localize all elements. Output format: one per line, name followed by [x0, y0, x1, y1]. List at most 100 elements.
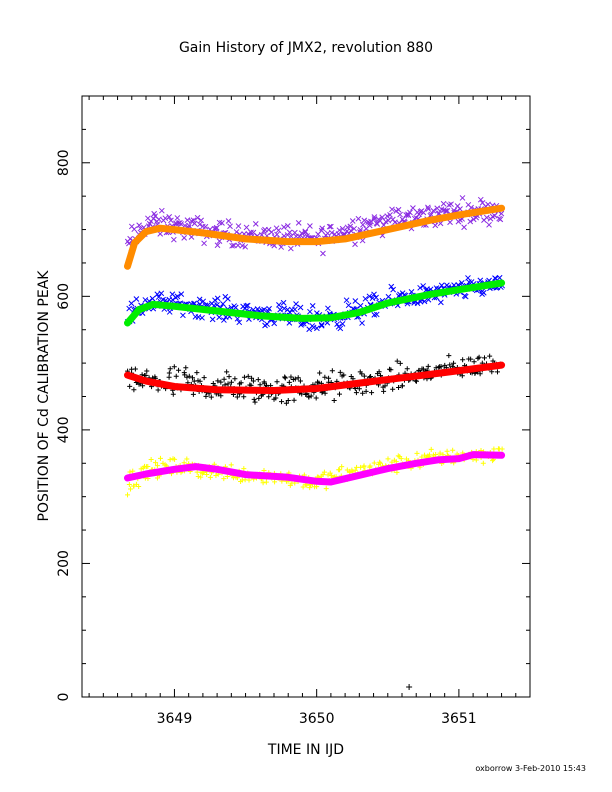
data-point	[137, 225, 144, 232]
data-point	[432, 222, 439, 229]
data-point	[421, 298, 428, 305]
data-point	[425, 204, 431, 211]
data-point	[369, 390, 375, 396]
data-point	[130, 468, 136, 474]
data-point	[359, 320, 365, 326]
data-point	[281, 305, 288, 312]
data-point	[487, 353, 493, 359]
data-point	[321, 469, 327, 475]
data-point	[366, 293, 373, 300]
data-point	[326, 375, 332, 381]
data-point	[216, 238, 223, 245]
data-point	[462, 293, 469, 300]
data-point	[318, 321, 325, 328]
data-point	[387, 212, 393, 218]
data-point	[308, 393, 314, 399]
data-point	[167, 366, 173, 372]
scatter-series	[125, 353, 504, 406]
data-point	[241, 374, 247, 380]
data-point	[190, 391, 196, 397]
data-point	[220, 301, 226, 307]
data-point	[397, 211, 403, 218]
data-point	[200, 298, 207, 305]
data-point	[467, 218, 474, 225]
data-point	[221, 476, 227, 482]
data-point	[438, 364, 444, 370]
data-point	[367, 463, 373, 469]
data-point	[131, 483, 137, 489]
data-point	[136, 483, 142, 489]
data-point	[181, 235, 188, 241]
data-point	[475, 355, 481, 361]
data-point	[279, 399, 285, 405]
data-point	[234, 394, 240, 400]
data-point	[437, 450, 443, 456]
data-point	[363, 388, 369, 394]
data-point	[368, 218, 374, 225]
y-tick-label: 0	[56, 693, 72, 702]
data-point	[395, 206, 402, 213]
data-point	[201, 240, 207, 247]
data-point	[381, 388, 387, 394]
data-point	[298, 230, 305, 237]
data-point	[249, 375, 255, 381]
y-tick-label: 200	[56, 550, 72, 577]
data-point	[156, 216, 162, 223]
data-point	[408, 289, 415, 295]
data-point	[337, 467, 343, 473]
data-point	[314, 325, 320, 332]
data-point	[144, 368, 150, 374]
data-point	[191, 220, 198, 227]
data-point	[221, 376, 227, 382]
data-point	[428, 211, 434, 218]
data-point	[459, 195, 466, 201]
data-point	[214, 301, 220, 308]
data-point	[226, 374, 232, 380]
data-point	[328, 223, 334, 230]
data-point	[194, 370, 200, 376]
data-point	[184, 456, 190, 462]
data-point	[458, 280, 465, 286]
data-point	[329, 368, 335, 374]
data-point	[349, 218, 356, 224]
data-point	[382, 383, 388, 389]
x-tick-label: 3650	[299, 711, 335, 727]
data-point	[263, 479, 269, 485]
data-point	[357, 302, 364, 309]
data-point	[260, 480, 266, 486]
data-point	[224, 369, 230, 375]
data-point	[186, 373, 192, 379]
data-point	[392, 219, 398, 226]
data-point	[325, 305, 331, 312]
data-point	[280, 299, 287, 306]
data-point	[300, 484, 306, 490]
data-point	[250, 378, 256, 384]
data-point	[480, 460, 486, 466]
data-point	[362, 295, 369, 302]
data-point	[314, 484, 320, 490]
data-point	[148, 456, 154, 462]
y-axis-label: POSITION OF Cd CALIBRATION PEAK	[36, 270, 52, 522]
data-point	[404, 366, 410, 372]
data-point	[225, 218, 232, 224]
data-point	[168, 217, 174, 224]
data-point	[373, 311, 380, 318]
data-point	[180, 312, 186, 319]
data-point	[241, 394, 247, 400]
data-point	[243, 224, 250, 231]
data-point	[126, 482, 132, 488]
data-point	[461, 224, 467, 231]
data-point	[195, 474, 201, 480]
data-point	[295, 220, 302, 226]
data-point	[341, 372, 347, 378]
data-point	[224, 474, 230, 480]
data-point	[491, 212, 498, 219]
data-point	[131, 387, 137, 393]
data-point	[292, 229, 298, 236]
data-point	[447, 362, 453, 368]
data-point	[182, 372, 188, 378]
footer-credit: oxborrow 3-Feb-2010 15:43	[475, 764, 586, 773]
data-point	[397, 360, 403, 366]
data-point	[468, 356, 474, 362]
